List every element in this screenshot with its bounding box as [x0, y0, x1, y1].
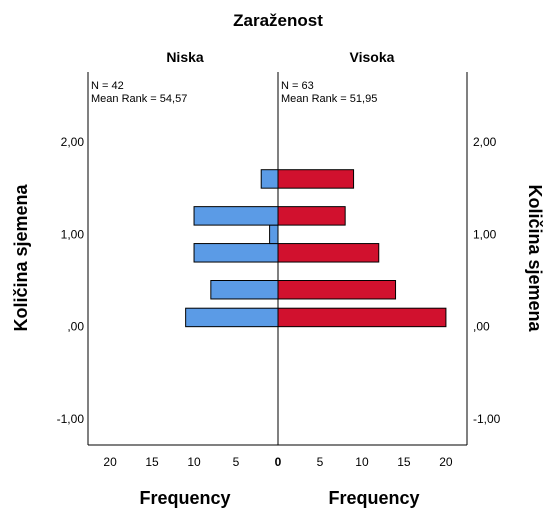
y-tick-label-right: 2,00: [473, 135, 497, 149]
x-tick-label-right: 15: [397, 455, 411, 469]
y-tick-label-left: 1,00: [61, 227, 85, 241]
bar-niska: [193, 206, 279, 226]
x-tick-label-right: 5: [317, 455, 324, 469]
stat-mean-rank-left: Mean Rank = 54,57: [91, 93, 187, 105]
bar-visoka: [277, 169, 355, 189]
y-axis-ticks-right: 2,00 1,00 ,00 -1,00: [473, 135, 501, 426]
bar-visoka: [277, 307, 447, 328]
bar-visoka: [277, 243, 380, 263]
bar-visoka: [277, 280, 397, 300]
x-tick-label-right: 10: [355, 455, 369, 469]
x-axis-label-left: Frequency: [139, 488, 230, 508]
plot-frame: [87, 72, 468, 446]
bar-niska: [260, 169, 279, 189]
y-tick-label-right: -1,00: [473, 412, 501, 426]
x-tick-label-right: 20: [439, 455, 453, 469]
stat-n-right: N = 63: [281, 80, 314, 92]
stat-n-left: N = 42: [91, 80, 124, 92]
y-tick-label-left: ,00: [67, 320, 84, 334]
x-axis-ticks-left: 20 15 10 5 0: [103, 455, 281, 469]
stat-mean-rank-right: Mean Rank = 51,95: [281, 93, 377, 105]
x-tick-label-left: 0: [275, 455, 282, 469]
x-tick-label-left: 5: [233, 455, 240, 469]
bars-right-group: [277, 169, 447, 328]
x-tick-label-left: 20: [103, 455, 117, 469]
x-tick-label-left: 10: [187, 455, 201, 469]
chart-title: Zaraženost: [233, 11, 323, 30]
bar-niska: [269, 224, 279, 245]
y-axis-label-left: Količina sjemena: [11, 183, 31, 331]
y-axis-ticks-left: 2,00 1,00 ,00 -1,00: [57, 135, 85, 426]
group-label-right: Visoka: [350, 49, 395, 65]
y-tick-label-left: -1,00: [57, 412, 85, 426]
x-tick-label-left: 15: [145, 455, 159, 469]
group-label-left: Niska: [166, 49, 204, 65]
bar-visoka: [277, 206, 346, 226]
x-axis-ticks-right: 5 10 15 20: [317, 455, 453, 469]
y-tick-label-right: 1,00: [473, 227, 497, 241]
bar-niska: [185, 307, 279, 328]
x-axis-label-right: Frequency: [328, 488, 419, 508]
y-axis-label-right: Količina sjemena: [525, 184, 545, 332]
y-tick-label-left: 2,00: [61, 135, 85, 149]
bar-niska: [210, 280, 279, 300]
bar-niska: [193, 243, 279, 263]
bars-left-group: [185, 169, 279, 328]
y-tick-label-right: ,00: [473, 320, 490, 334]
